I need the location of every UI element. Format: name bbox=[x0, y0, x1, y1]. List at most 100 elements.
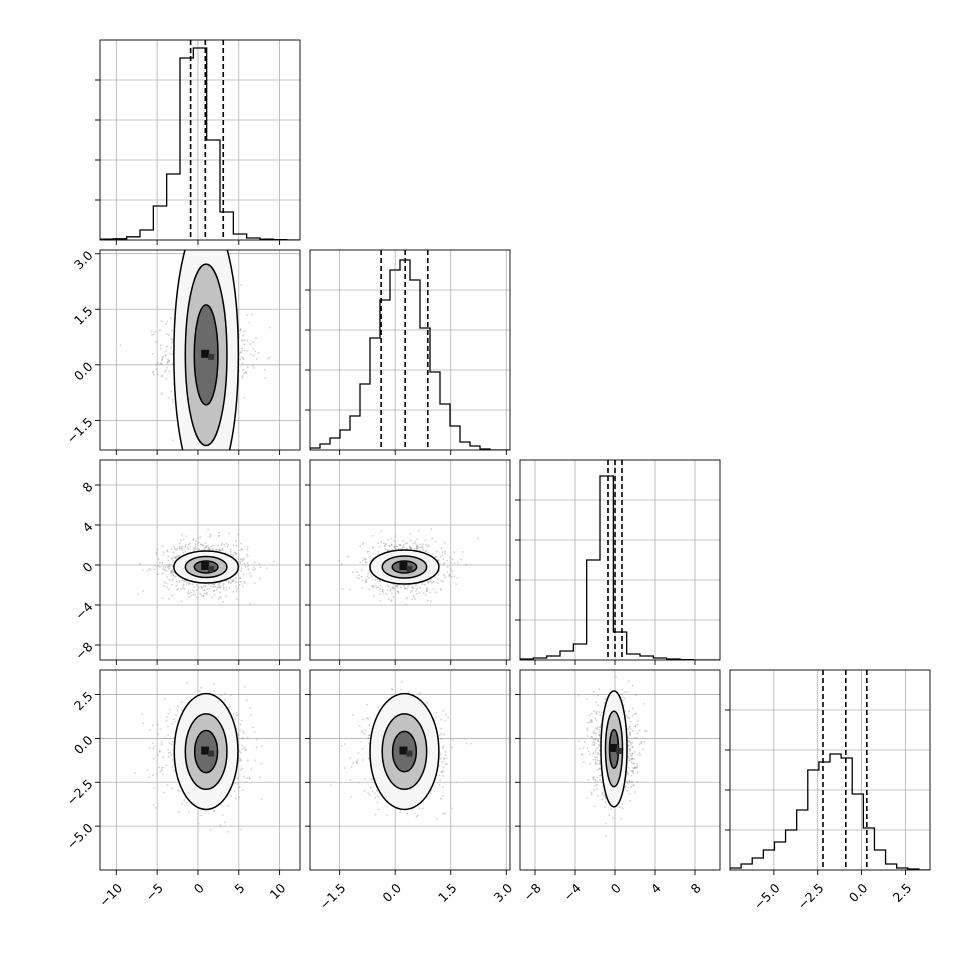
scatter-point bbox=[252, 367, 255, 369]
scatter-point bbox=[377, 586, 379, 589]
scatter-point bbox=[352, 762, 354, 765]
scatter-point bbox=[422, 549, 425, 551]
scatter-point bbox=[442, 573, 445, 576]
scatter-point bbox=[377, 551, 380, 553]
scatter-point bbox=[397, 547, 400, 550]
scatter-point bbox=[208, 547, 211, 550]
scatter-point bbox=[452, 739, 455, 742]
density-peak bbox=[406, 750, 413, 757]
scatter-point bbox=[446, 565, 449, 568]
scatter-point bbox=[240, 768, 242, 771]
scatter-point bbox=[176, 705, 179, 707]
scatter-point bbox=[230, 795, 232, 797]
scatter-point bbox=[399, 586, 402, 589]
scatter-point bbox=[361, 748, 364, 750]
scatter-point bbox=[119, 344, 122, 347]
scatter-point bbox=[453, 551, 455, 553]
scatter-point bbox=[385, 542, 388, 545]
scatter-point bbox=[437, 559, 440, 562]
scatter-point bbox=[176, 555, 179, 558]
scatter-point bbox=[341, 588, 344, 591]
scatter-point bbox=[636, 762, 638, 765]
scatter-point bbox=[442, 775, 445, 777]
scatter-point bbox=[264, 368, 266, 371]
scatter-point bbox=[165, 764, 168, 767]
histogram-0 bbox=[100, 47, 300, 240]
scatter-point bbox=[237, 581, 239, 583]
scatter-point bbox=[237, 572, 240, 575]
scatter-point bbox=[158, 561, 161, 564]
panel-frame bbox=[519, 459, 721, 661]
scatter-point bbox=[245, 371, 247, 374]
scatter-point bbox=[175, 580, 178, 583]
scatter-point bbox=[243, 580, 245, 583]
scatter-point bbox=[167, 559, 170, 562]
scatter-point bbox=[224, 551, 227, 554]
scatter-point bbox=[373, 792, 376, 795]
scatter-point bbox=[160, 375, 163, 378]
scatter-point bbox=[628, 740, 631, 743]
scatter-point bbox=[599, 728, 601, 731]
scatter-point bbox=[381, 590, 384, 593]
scatter-point bbox=[442, 786, 444, 789]
scatter-point bbox=[183, 799, 186, 802]
scatter-point bbox=[190, 591, 192, 594]
scatter-point bbox=[389, 588, 392, 591]
scatter-point bbox=[415, 547, 418, 550]
scatter-point bbox=[155, 363, 158, 366]
scatter-point bbox=[235, 581, 237, 583]
scatter-point bbox=[391, 688, 394, 691]
scatter-point bbox=[393, 545, 396, 548]
panel-background bbox=[520, 460, 720, 660]
scatter-point bbox=[415, 546, 418, 549]
scatter-point bbox=[455, 781, 458, 784]
scatter-point bbox=[243, 396, 246, 399]
scatter-point bbox=[210, 585, 212, 588]
scatter-point bbox=[240, 339, 243, 342]
scatter-point bbox=[340, 744, 343, 747]
scatter-point bbox=[631, 769, 634, 772]
scatter-point bbox=[269, 326, 271, 329]
scatter-point bbox=[443, 756, 445, 759]
scatter-point bbox=[180, 533, 183, 536]
scatter-point bbox=[425, 543, 428, 546]
scatter-point bbox=[392, 587, 394, 590]
scatter-point bbox=[450, 576, 453, 578]
scatter-point bbox=[210, 545, 213, 548]
scatter-point bbox=[428, 551, 430, 554]
scatter-point bbox=[156, 754, 159, 757]
scatter-point bbox=[199, 543, 202, 546]
scatter-point bbox=[173, 720, 176, 723]
scatter-point bbox=[387, 549, 389, 551]
scatter-point bbox=[178, 581, 181, 584]
scatter-point bbox=[168, 708, 171, 711]
scatter-point bbox=[630, 757, 633, 760]
scatter-point bbox=[216, 544, 219, 547]
scatter-point bbox=[167, 555, 170, 558]
scatter-point bbox=[161, 767, 163, 769]
scatter-point bbox=[161, 545, 164, 547]
scatter-point bbox=[195, 584, 198, 587]
scatter-point bbox=[440, 771, 443, 774]
scatter-point bbox=[377, 542, 380, 545]
scatter-point bbox=[411, 598, 414, 601]
scatter-point bbox=[251, 313, 253, 316]
density-peak bbox=[201, 746, 210, 755]
scatter-point bbox=[203, 546, 206, 549]
scatter-point bbox=[405, 603, 408, 606]
scatter-point bbox=[244, 581, 246, 584]
scatter-point bbox=[416, 814, 419, 817]
scatter-point bbox=[187, 548, 190, 551]
scatter-point bbox=[409, 546, 412, 549]
scatter-point bbox=[148, 776, 151, 779]
scatter-point bbox=[169, 571, 172, 574]
scatter-point bbox=[240, 567, 243, 570]
scatter-point bbox=[372, 585, 374, 588]
scatter-point bbox=[168, 359, 171, 362]
scatter-point bbox=[388, 545, 391, 548]
scatter-point bbox=[238, 757, 241, 760]
scatter-point bbox=[246, 555, 249, 557]
scatter-point bbox=[357, 781, 360, 784]
scatter-point bbox=[215, 548, 217, 551]
scatter-point bbox=[243, 557, 245, 560]
